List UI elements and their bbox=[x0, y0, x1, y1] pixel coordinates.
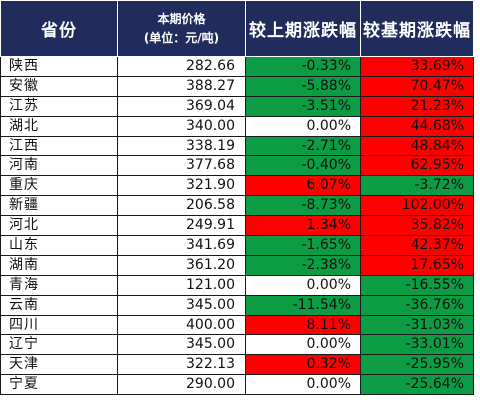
table-row: 江西 338.19 -2.71% 48.84% bbox=[0, 135, 474, 157]
province-cell: 四川 bbox=[0, 314, 118, 336]
table-row: 云南 345.00 -11.54% -36.76% bbox=[0, 294, 474, 316]
yoy-change-cell: 102.00% bbox=[360, 195, 474, 217]
table-row: 湖北 340.00 0.00% 44.68% bbox=[0, 115, 474, 137]
province-cell: 青海 bbox=[0, 274, 118, 296]
price-cell: 121.00 bbox=[117, 274, 246, 296]
table-row: 山东 341.69 -1.65% 42.37% bbox=[0, 235, 474, 256]
province-cell: 重庆 bbox=[0, 175, 118, 197]
province-cell: 山东 bbox=[0, 235, 118, 256]
yoy-change-cell: 35.82% bbox=[360, 215, 474, 237]
price-cell: 377.68 bbox=[117, 155, 246, 177]
table-row: 陕西 282.66 -0.33% 33.69% bbox=[0, 56, 474, 77]
yoy-change-cell: 62.95% bbox=[360, 155, 474, 177]
yoy-change-cell: 33.69% bbox=[360, 56, 474, 77]
province-cell: 天津 bbox=[0, 354, 118, 376]
mom-change-cell: -11.54% bbox=[245, 294, 361, 316]
yoy-change-cell: -31.03% bbox=[360, 314, 474, 336]
yoy-change-cell: 21.23% bbox=[360, 95, 474, 117]
header-province: 省份 bbox=[0, 0, 118, 57]
header-mom-change: 较上期涨跌幅 bbox=[245, 0, 361, 57]
yoy-change-cell: -36.76% bbox=[360, 294, 474, 316]
yoy-change-cell: -33.01% bbox=[360, 334, 474, 356]
province-cell: 安徽 bbox=[0, 75, 118, 97]
price-cell: 361.20 bbox=[117, 254, 246, 276]
table-row: 新疆 206.58 -8.73% 102.00% bbox=[0, 195, 474, 217]
price-cell: 249.91 bbox=[117, 215, 246, 237]
table-row: 宁夏 290.00 0.00% -25.64% bbox=[0, 374, 474, 396]
table-row: 四川 400.00 8.11% -31.03% bbox=[0, 314, 474, 336]
table-body: 陕西 282.66 -0.33% 33.69% 安徽 388.27 -5.88% 70.47%… bbox=[0, 56, 474, 396]
mom-change-cell: -0.33% bbox=[245, 56, 361, 77]
yoy-change-cell: 42.37% bbox=[360, 235, 474, 256]
province-cell: 陕西 bbox=[0, 56, 118, 77]
mom-change-cell: 8.11% bbox=[245, 314, 361, 336]
price-cell: 400.00 bbox=[117, 314, 246, 336]
province-cell: 河北 bbox=[0, 215, 118, 237]
province-cell: 江西 bbox=[0, 135, 118, 157]
mom-change-cell: 0.00% bbox=[245, 115, 361, 137]
table-row: 辽宁 345.00 0.00% -33.01% bbox=[0, 334, 474, 356]
mom-change-cell: 0.00% bbox=[245, 374, 361, 396]
province-cell: 云南 bbox=[0, 294, 118, 316]
price-cell: 290.00 bbox=[117, 374, 246, 396]
mom-change-cell: 1.34% bbox=[245, 215, 361, 237]
price-cell: 321.90 bbox=[117, 175, 246, 197]
mom-change-cell: 6.07% bbox=[245, 175, 361, 197]
table-row: 江苏 369.04 -3.51% 21.23% bbox=[0, 95, 474, 117]
mom-change-cell: 0.32% bbox=[245, 354, 361, 376]
mom-change-cell: -1.65% bbox=[245, 235, 361, 256]
province-cell: 河南 bbox=[0, 155, 118, 177]
header-row: 省份 本期价格 (单位：元/吨) 较上期涨跌幅 较基期涨跌幅 bbox=[0, 0, 474, 57]
yoy-change-cell: -25.95% bbox=[360, 354, 474, 376]
table-row: 湖南 361.20 -2.38% 17.65% bbox=[0, 254, 474, 276]
price-cell: 369.04 bbox=[117, 95, 246, 117]
header-price-line2: (单位：元/吨) bbox=[143, 30, 220, 45]
price-cell: 322.13 bbox=[117, 354, 246, 376]
table-header: 省份 本期价格 (单位：元/吨) 较上期涨跌幅 较基期涨跌幅 bbox=[0, 0, 474, 57]
mom-change-cell: 0.00% bbox=[245, 334, 361, 356]
table-row: 河南 377.68 -0.40% 62.95% bbox=[0, 155, 474, 177]
province-cell: 江苏 bbox=[0, 95, 118, 117]
yoy-change-cell: 44.68% bbox=[360, 115, 474, 137]
price-cell: 341.69 bbox=[117, 235, 246, 256]
table-row: 重庆 321.90 6.07% -3.72% bbox=[0, 175, 474, 197]
price-cell: 340.00 bbox=[117, 115, 246, 137]
yoy-change-cell: -16.55% bbox=[360, 274, 474, 296]
price-cell: 388.27 bbox=[117, 75, 246, 97]
province-cell: 新疆 bbox=[0, 195, 118, 217]
price-cell: 206.58 bbox=[117, 195, 246, 217]
price-change-table: 省份 本期价格 (单位：元/吨) 较上期涨跌幅 较基期涨跌幅 陕西 282.66-… bbox=[0, 0, 474, 396]
table-row: 天津 322.13 0.32% -25.95% bbox=[0, 354, 474, 376]
header-price-line1: 本期价格 bbox=[157, 11, 206, 26]
province-cell: 湖南 bbox=[0, 254, 118, 276]
price-cell: 282.66 bbox=[117, 56, 246, 77]
mom-change-cell: -2.38% bbox=[245, 254, 361, 276]
yoy-change-cell: -25.64% bbox=[360, 374, 474, 396]
province-cell: 辽宁 bbox=[0, 334, 118, 356]
province-cell: 宁夏 bbox=[0, 374, 118, 396]
yoy-change-cell: 70.47% bbox=[360, 75, 474, 97]
table-row: 青海 121.00 0.00% -16.55% bbox=[0, 274, 474, 296]
province-cell: 湖北 bbox=[0, 115, 118, 137]
price-cell: 345.00 bbox=[117, 334, 246, 356]
mom-change-cell: -0.40% bbox=[245, 155, 361, 177]
table-row: 河北 249.91 1.34% 35.82% bbox=[0, 215, 474, 237]
yoy-change-cell: -3.72% bbox=[360, 175, 474, 197]
yoy-change-cell: 48.84% bbox=[360, 135, 474, 157]
mom-change-cell: -3.51% bbox=[245, 95, 361, 117]
table-row: 安徽 388.27 -5.88% 70.47% bbox=[0, 75, 474, 97]
header-price: 本期价格 (单位：元/吨) bbox=[117, 0, 246, 57]
price-cell: 338.19 bbox=[117, 135, 246, 157]
mom-change-cell: -8.73% bbox=[245, 195, 361, 217]
mom-change-cell: -2.71% bbox=[245, 135, 361, 157]
mom-change-cell: 0.00% bbox=[245, 274, 361, 296]
mom-change-cell: -5.88% bbox=[245, 75, 361, 97]
yoy-change-cell: 17.65% bbox=[360, 254, 474, 276]
header-yoy-change: 较基期涨跌幅 bbox=[360, 0, 474, 57]
price-cell: 345.00 bbox=[117, 294, 246, 316]
